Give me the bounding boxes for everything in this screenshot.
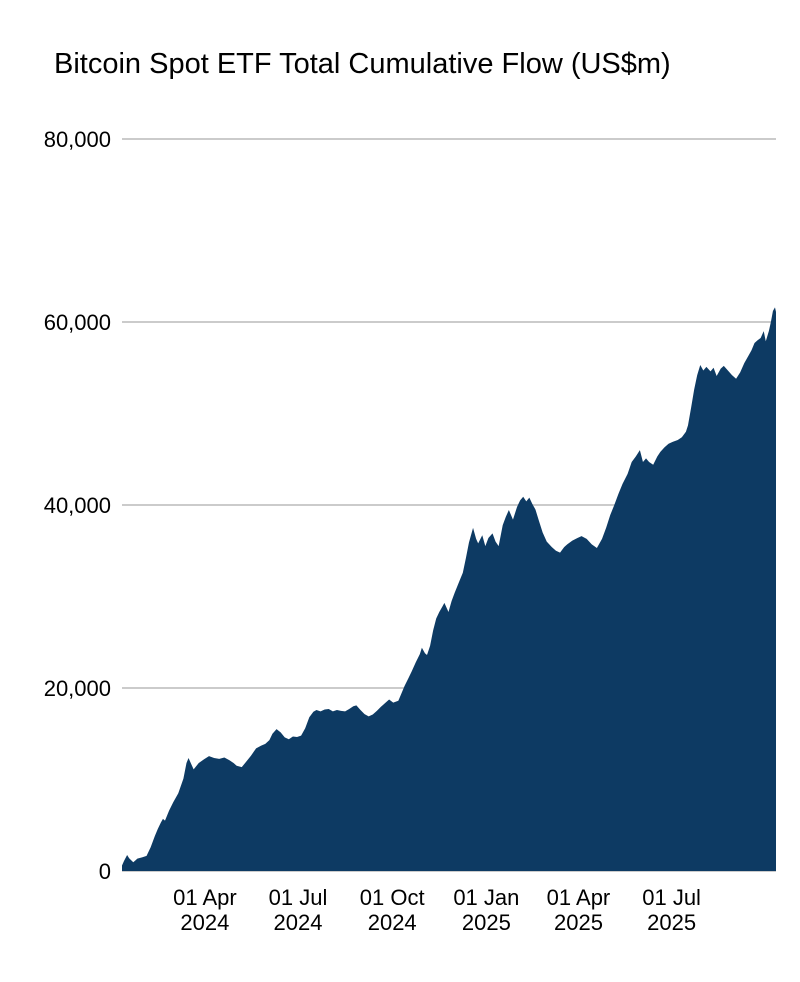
x-tick-label-2024-10-01: 01 Oct 2024: [360, 885, 425, 935]
x-tick-label-2025-01-01: 01 Jan 2025: [453, 885, 519, 935]
x-tick-label-2024-04-01: 01 Apr 2024: [173, 885, 237, 935]
chart-title: Bitcoin Spot ETF Total Cumulative Flow (…: [54, 48, 671, 80]
y-tick-label-80000: 80,000: [44, 127, 111, 152]
x-tick-label-2025-04-01: 01 Apr 2025: [547, 885, 611, 935]
x-tick-label-2024-07-01: 01 Jul 2024: [269, 885, 328, 935]
x-tick-label-2025-07-01: 01 Jul 2025: [642, 885, 701, 935]
y-tick-label-60000: 60,000: [44, 310, 111, 335]
area-series-total-cumulative-flow: [122, 307, 776, 871]
y-tick-label-40000: 40,000: [44, 493, 111, 518]
y-tick-label-20000: 20,000: [44, 676, 111, 701]
y-tick-label-0: 0: [99, 859, 111, 884]
